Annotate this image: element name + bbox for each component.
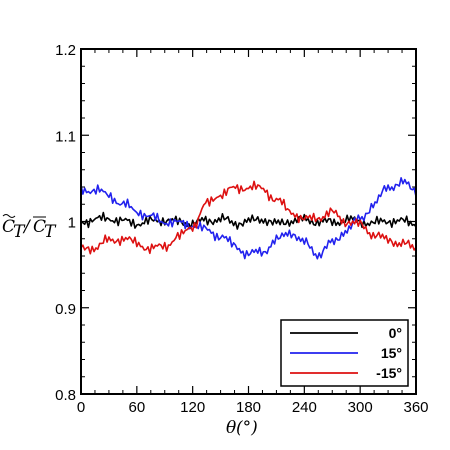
x-axis-title-theta: θ — [226, 418, 236, 438]
legend: 0° 15° -15° — [280, 319, 409, 387]
y-tick-label: 0.9 — [55, 301, 76, 318]
x-tick-label: 60 — [128, 399, 145, 416]
x-tick-labels: 0 60 120 180 240 300 360 — [77, 399, 429, 416]
x-axis-title: θ (°) — [226, 418, 258, 438]
y-tick-labels: 0.8 0.9 1 1.1 1.2 — [55, 42, 76, 404]
y-tick-label: 1.2 — [55, 42, 76, 59]
x-axis-title-rest: (°) — [236, 418, 258, 438]
legend-entries: 0° 15° -15° — [290, 325, 402, 381]
y-axis-title: C T / C T — [2, 214, 57, 242]
x-tick-label: 120 — [180, 399, 205, 416]
x-tick-label: 180 — [236, 399, 261, 416]
y-axis-title-sub2: T — [44, 222, 57, 242]
plot-frame — [80, 48, 417, 395]
x-tick-label: 300 — [348, 399, 373, 416]
y-axis-title-slash: / — [22, 217, 32, 237]
y-tick-label: 0.8 — [55, 387, 76, 404]
legend-label-2: -15° — [376, 365, 402, 381]
y-tick-label: 1.1 — [55, 128, 76, 145]
series-line-2 — [80, 180, 417, 255]
x-tick-label: 240 — [292, 399, 317, 416]
x-tick-label: 0 — [77, 399, 85, 416]
y-axis-title-sub1: T — [13, 222, 26, 242]
x-tick-label: 360 — [403, 399, 428, 416]
y-axis-title-c1: C — [2, 217, 15, 237]
tilde-mark — [2, 214, 16, 218]
legend-label-0: 0° — [389, 325, 402, 341]
series-layer — [80, 177, 417, 260]
y-axis-title-c2: C — [33, 217, 46, 237]
legend-label-1: 15° — [381, 345, 402, 361]
y-tick-label: 1 — [68, 215, 76, 232]
